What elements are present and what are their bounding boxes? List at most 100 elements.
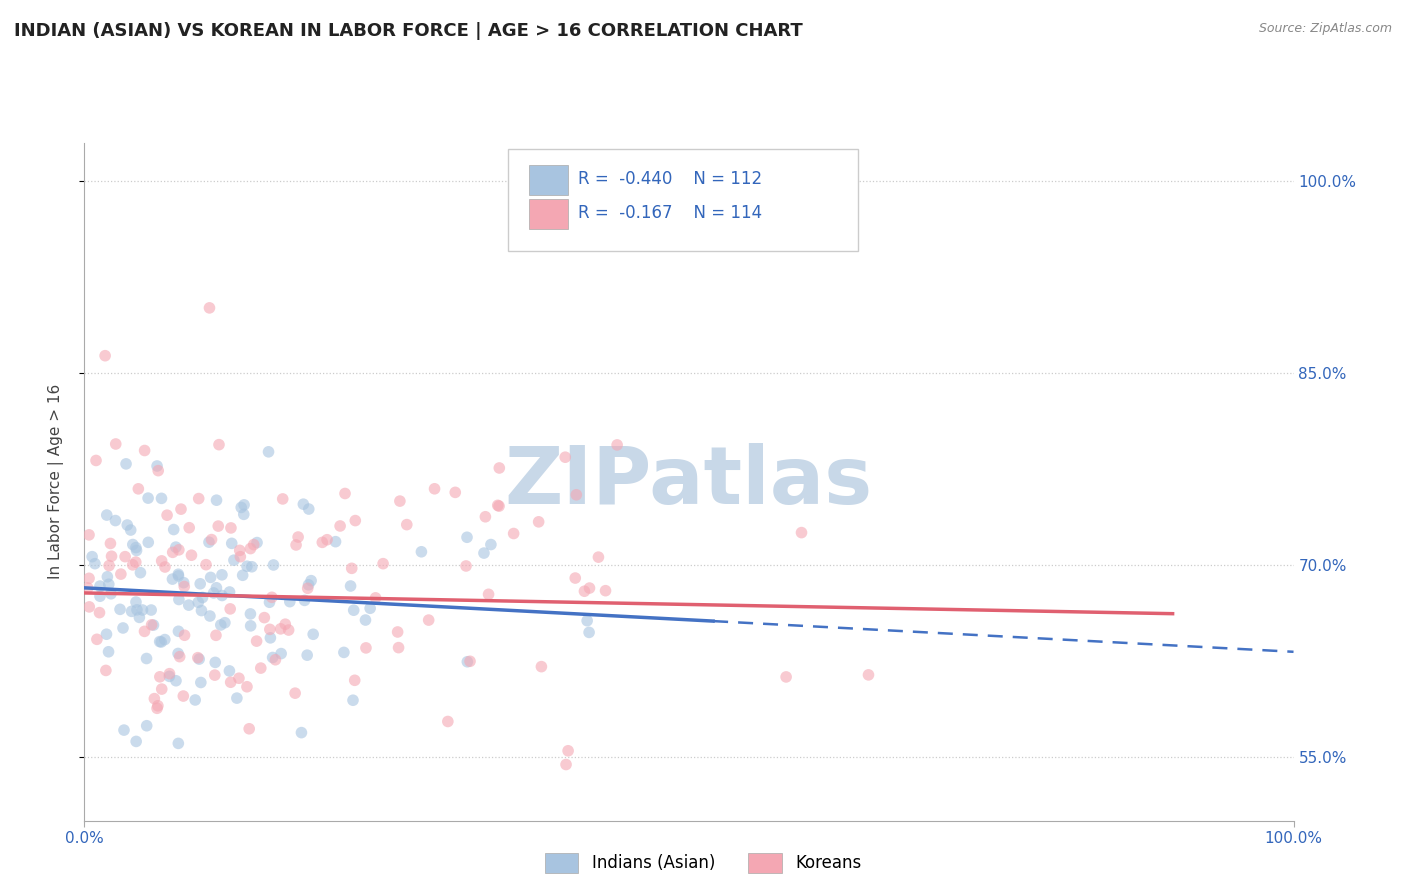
Point — [110, 567, 132, 582]
Point — [172, 689, 194, 703]
Point — [108, 602, 131, 616]
Point — [474, 509, 496, 524]
Point — [100, 549, 122, 564]
Point — [173, 580, 195, 594]
Point — [292, 497, 315, 511]
Point — [205, 493, 228, 508]
Point — [274, 617, 297, 632]
FancyBboxPatch shape — [529, 165, 568, 195]
Point — [187, 491, 209, 506]
Point — [125, 734, 148, 748]
Point — [257, 445, 280, 459]
Point — [173, 628, 195, 642]
Point — [297, 582, 319, 596]
Point — [190, 603, 212, 617]
Point — [76, 581, 98, 595]
Point — [231, 500, 253, 515]
Legend: Indians (Asian), Koreans: Indians (Asian), Koreans — [538, 847, 868, 880]
Point — [277, 623, 299, 637]
Point — [278, 594, 301, 608]
Point — [188, 652, 211, 666]
Point — [180, 548, 202, 562]
Point — [167, 542, 190, 557]
Point — [423, 482, 446, 496]
Point — [294, 593, 316, 607]
Point — [167, 624, 190, 639]
Point — [120, 523, 142, 537]
Point — [167, 592, 190, 607]
Point — [96, 627, 118, 641]
Point — [121, 558, 143, 572]
Point — [339, 579, 361, 593]
Point — [165, 673, 187, 688]
Point — [167, 647, 190, 661]
Point — [136, 535, 159, 549]
Point — [159, 666, 181, 681]
Point — [77, 528, 100, 542]
Point — [100, 536, 122, 550]
Point — [157, 669, 180, 683]
Point — [295, 648, 318, 662]
Point — [128, 610, 150, 624]
Point — [246, 535, 269, 549]
Point — [329, 519, 352, 533]
Point — [135, 719, 157, 733]
Point — [263, 558, 285, 572]
Point — [169, 649, 191, 664]
Point — [488, 499, 510, 513]
Point — [387, 640, 409, 655]
Point — [472, 546, 495, 560]
Point — [233, 498, 256, 512]
Point — [333, 645, 356, 659]
Point — [238, 722, 260, 736]
Point — [311, 535, 333, 549]
Point — [411, 545, 433, 559]
Point — [170, 502, 193, 516]
Point — [211, 589, 233, 603]
Point — [104, 514, 127, 528]
Point — [228, 671, 250, 685]
Point — [219, 521, 242, 535]
Point — [150, 635, 173, 649]
Point — [131, 603, 153, 617]
Point — [146, 458, 169, 473]
Point — [150, 554, 173, 568]
Point — [239, 607, 262, 621]
Point — [214, 615, 236, 630]
Point — [77, 571, 100, 585]
Point — [253, 610, 276, 624]
Point — [343, 673, 366, 688]
Point — [204, 668, 226, 682]
Point — [136, 491, 159, 505]
Point — [285, 538, 308, 552]
Point — [229, 549, 252, 564]
Point — [134, 624, 156, 639]
Point — [187, 650, 209, 665]
Point — [167, 736, 190, 750]
Point — [576, 614, 599, 628]
Point — [298, 502, 321, 516]
Point — [162, 572, 184, 586]
Point — [344, 514, 367, 528]
Point — [456, 530, 478, 544]
Point — [218, 664, 240, 678]
Point — [167, 567, 190, 582]
Point — [111, 621, 134, 635]
Point — [259, 623, 281, 637]
Point — [149, 634, 172, 648]
Point — [211, 567, 233, 582]
Point — [96, 508, 118, 522]
Point — [148, 464, 170, 478]
Point — [209, 618, 232, 632]
Point — [557, 744, 579, 758]
Point — [207, 519, 229, 533]
Point — [94, 664, 117, 678]
Point — [125, 555, 148, 569]
Point — [246, 634, 269, 648]
Point — [259, 631, 281, 645]
Y-axis label: In Labor Force | Age > 16: In Labor Force | Age > 16 — [48, 384, 63, 579]
Point — [125, 595, 148, 609]
Point — [606, 438, 628, 452]
Text: INDIAN (ASIAN) VS KOREAN IN LABOR FORCE | AGE > 16 CORRELATION CHART: INDIAN (ASIAN) VS KOREAN IN LABOR FORCE … — [14, 22, 803, 40]
Point — [239, 619, 262, 633]
